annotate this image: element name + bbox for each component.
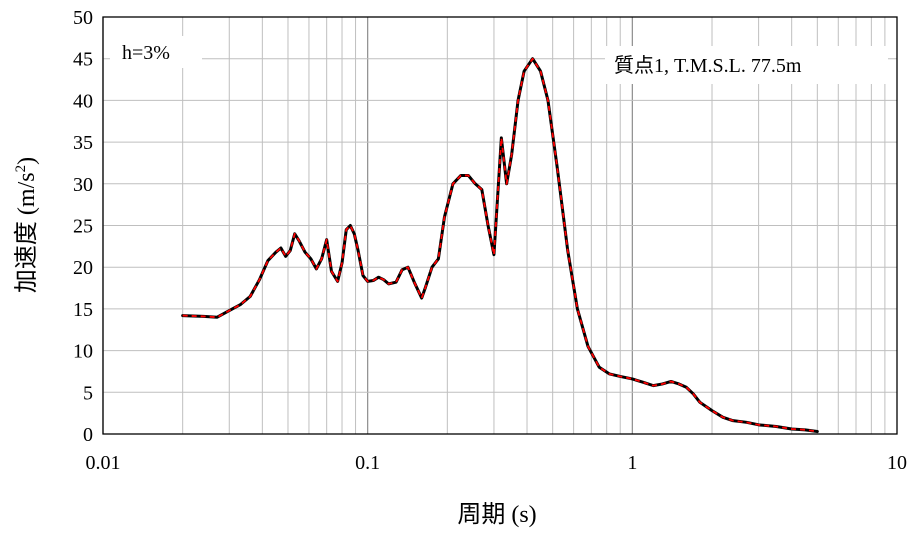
series-line-solid <box>181 57 819 433</box>
y-tick-label: 25 <box>73 216 93 238</box>
y-axis-title: 加速度 (m/s2) <box>13 157 40 293</box>
x-tick-label: 0.01 <box>86 452 121 474</box>
y-axis-title-end: ) <box>14 157 40 165</box>
plot-frame <box>102 16 898 435</box>
y-axis-title-base: 加速度 (m/s <box>13 172 40 293</box>
y-tick-label: 35 <box>73 132 93 154</box>
y-tick-label: 40 <box>73 90 93 112</box>
y-tick-label: 20 <box>73 257 93 279</box>
y-axis-title-superscript: 2 <box>13 165 29 173</box>
x-tick-label: 0.1 <box>355 452 380 474</box>
location-annotation-text: 質点1, T.M.S.L. 77.5m <box>614 54 802 77</box>
damping-annotation-background <box>110 36 202 68</box>
y-tick-label: 15 <box>73 299 93 321</box>
y-tick-label: 50 <box>73 7 93 29</box>
y-tick-label: 30 <box>73 174 93 196</box>
y-tick-label: 5 <box>83 382 93 404</box>
location-annotation: 質点1, T.M.S.L. 77.5m <box>605 46 888 84</box>
damping-annotation-text: h=3% <box>122 42 170 64</box>
tick-labels: 0 5 10 15 20 25 30 35 40 45 50 0.01 0.1 1 10 <box>73 7 907 474</box>
x-tick-label: 10 <box>887 452 907 474</box>
y-tick-label: 45 <box>73 49 93 71</box>
location-annotation-background <box>605 46 888 84</box>
y-tick-label: 10 <box>73 341 93 363</box>
x-axis-title: 周期 (s) <box>457 502 536 528</box>
y-tick-label: 0 <box>83 424 93 446</box>
x-tick-label: 1 <box>627 452 637 474</box>
damping-annotation: h=3% <box>110 36 202 68</box>
series-layer <box>181 57 819 433</box>
series-line-dashed <box>182 57 818 433</box>
